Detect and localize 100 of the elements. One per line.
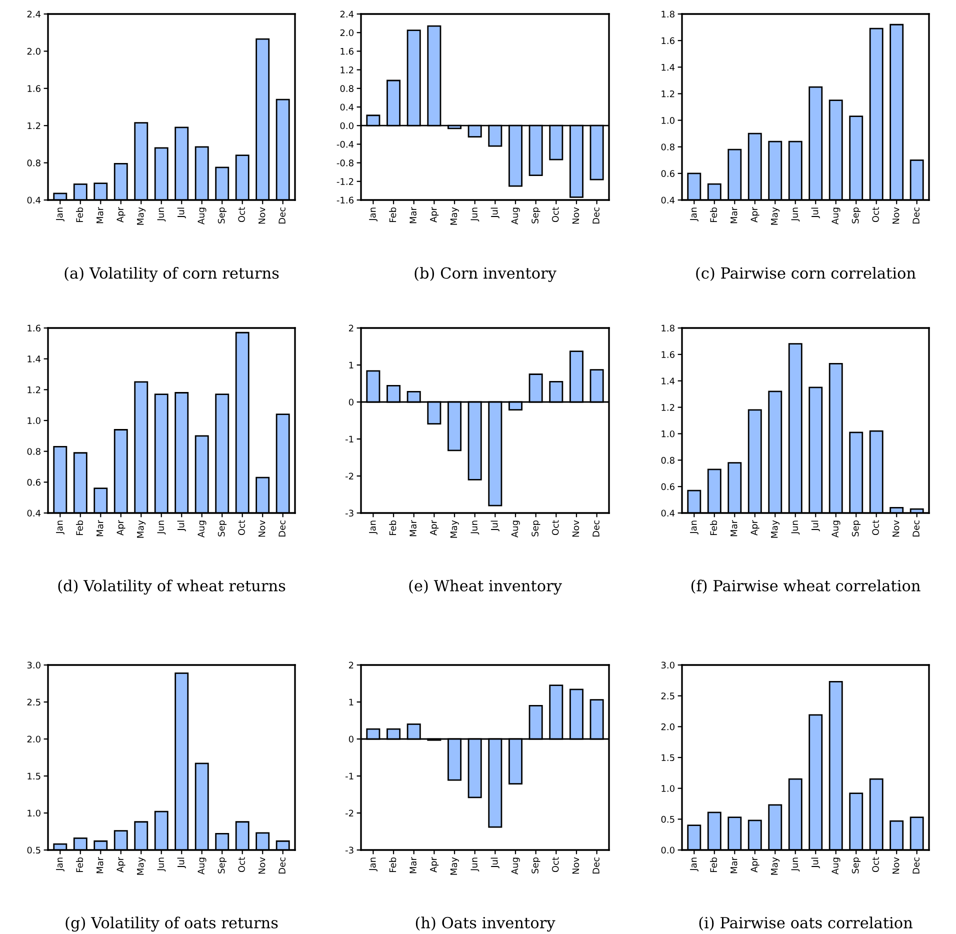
y-tick-label: 1.6: [662, 37, 674, 44]
x-tick-label: Sep: [532, 857, 540, 874]
x-tick-label: Jul: [811, 858, 820, 868]
y-tick-label: 1.5: [662, 754, 674, 762]
y-tick-label: 0.5: [27, 846, 40, 854]
x-tick-label: Mar: [730, 206, 738, 224]
y-tick-label: 1.2: [340, 66, 354, 74]
x-tick-label: Aug: [198, 208, 206, 224]
x-tick-label: Jun: [157, 208, 166, 222]
x-tick-label: Feb: [389, 207, 396, 222]
y-tick-label: 2.5: [27, 698, 40, 706]
x-tick-label: Nov: [572, 207, 580, 224]
text: (i) Pairwise oats correlation: [699, 916, 913, 931]
x-tick-label: Jan: [56, 208, 64, 222]
text: (a) Volatility of corn returns: [64, 266, 279, 282]
x-tick-label: Jun: [470, 858, 480, 872]
x-tick-label: Nov: [892, 207, 900, 224]
x-tick-label: Aug: [832, 520, 840, 538]
y-tick-label: 0.8: [661, 456, 674, 464]
y-tick-label: 2.5: [661, 692, 674, 700]
x-tick-label: Jan: [690, 520, 698, 534]
x-tick-label: Apr: [116, 520, 126, 536]
x-tick-label: Feb: [710, 207, 718, 222]
y-tick-label: 1.6: [662, 351, 674, 358]
x-tick-label: Aug: [511, 858, 520, 874]
x-tick-label: Jul: [811, 520, 820, 532]
y-tick-label: 1.4: [662, 64, 675, 71]
x-tick-label: Oct: [238, 520, 245, 536]
x-tick-label: Aug: [832, 208, 840, 224]
x-tick-label: Feb: [76, 520, 84, 536]
x-tick-label: Aug: [198, 520, 206, 538]
y-tick-label: 0: [348, 736, 354, 743]
x-tick-label: Apr: [116, 206, 126, 222]
x-tick-label: Dec: [912, 208, 920, 224]
x-tick-label: Dec: [278, 208, 286, 224]
x-tick-label: Jan: [56, 520, 64, 534]
x-tick-label: Sep: [852, 857, 860, 874]
y-tick-label: 0.0: [340, 122, 354, 130]
x-tick-label: Jun: [791, 858, 800, 872]
x-tick-label: Feb: [389, 520, 396, 536]
x-tick-label: Jun: [791, 520, 800, 535]
x-tick-label: Sep: [532, 520, 540, 536]
y-tick-label: 2.0: [661, 723, 674, 730]
y-tick-label: 1.0: [28, 417, 40, 424]
x-tick-label: Apr: [116, 856, 126, 872]
x-tick-label: Jul: [490, 858, 500, 868]
y-tick-label: 0.4: [27, 196, 41, 204]
x-tick-label: Nov: [258, 207, 266, 224]
y-tick-label: 2: [348, 324, 354, 332]
y-tick-label: 0.4: [661, 196, 675, 204]
x-tick-label: Nov: [258, 520, 266, 537]
y-tick-label: 1.5: [28, 772, 40, 780]
text: (e) Wheat inventory: [409, 580, 562, 595]
y-tick-label: 0.8: [27, 448, 40, 455]
y-tick-label: 2.0: [27, 736, 40, 743]
x-tick-label: Jan: [690, 208, 698, 222]
x-tick-label: Jul: [177, 208, 186, 218]
x-tick-label: May: [771, 857, 780, 875]
x-tick-label: Apr: [430, 520, 439, 536]
x-tick-label: May: [450, 520, 459, 538]
x-tick-label: Dec: [278, 520, 286, 537]
x-tick-label: Feb: [76, 207, 84, 222]
y-tick-label: 1: [349, 362, 354, 368]
y-tick-label: -0.8: [336, 160, 354, 166]
x-tick-label: Jan: [56, 858, 64, 872]
y-tick-label: 1.8: [662, 10, 674, 18]
x-tick-label: Dec: [912, 858, 920, 874]
x-tick-label: May: [137, 207, 146, 225]
x-tick-label: Jul: [490, 520, 500, 532]
y-tick-label: 1.4: [28, 356, 41, 362]
x-tick-label: Jul: [177, 520, 186, 532]
y-tick-label: 0: [348, 398, 354, 406]
x-tick-label: Jun: [470, 520, 480, 535]
x-tick-label: Aug: [511, 520, 520, 538]
x-tick-label: Mar: [410, 856, 416, 874]
y-tick-label: -1.6: [336, 196, 354, 204]
x-tick-label: Mar: [730, 520, 738, 536]
x-tick-label: Dec: [912, 520, 920, 537]
x-tick-label: May: [450, 857, 459, 875]
x-tick-label: May: [771, 520, 780, 538]
y-tick-label: -1: [345, 772, 354, 780]
x-tick-label: Sep: [852, 520, 860, 536]
text: (c) Pairwise corn correlation: [696, 266, 916, 281]
x-tick-label: Apr: [430, 856, 439, 872]
x-tick-label: Apr: [750, 856, 760, 872]
y-tick-label: 1.4: [662, 378, 675, 384]
x-tick-label: Nov: [258, 857, 266, 874]
y-tick-label: -1: [345, 436, 354, 442]
y-tick-label: 1.0: [662, 785, 674, 792]
x-tick-label: Mar: [410, 206, 416, 224]
text: (h) Oats inventory: [416, 916, 556, 932]
y-tick-label: 0.8: [661, 144, 674, 150]
x-tick-label: Nov: [572, 857, 580, 874]
y-tick-label: -3: [345, 510, 354, 517]
x-tick-label: May: [450, 207, 459, 225]
y-tick-label: 0.4: [340, 104, 354, 111]
text: (d) Volatility of wheat returns: [58, 580, 286, 595]
x-tick-label: Jul: [490, 208, 500, 218]
y-tick-label: 2.0: [27, 48, 40, 55]
x-tick-label: Jul: [811, 208, 820, 218]
